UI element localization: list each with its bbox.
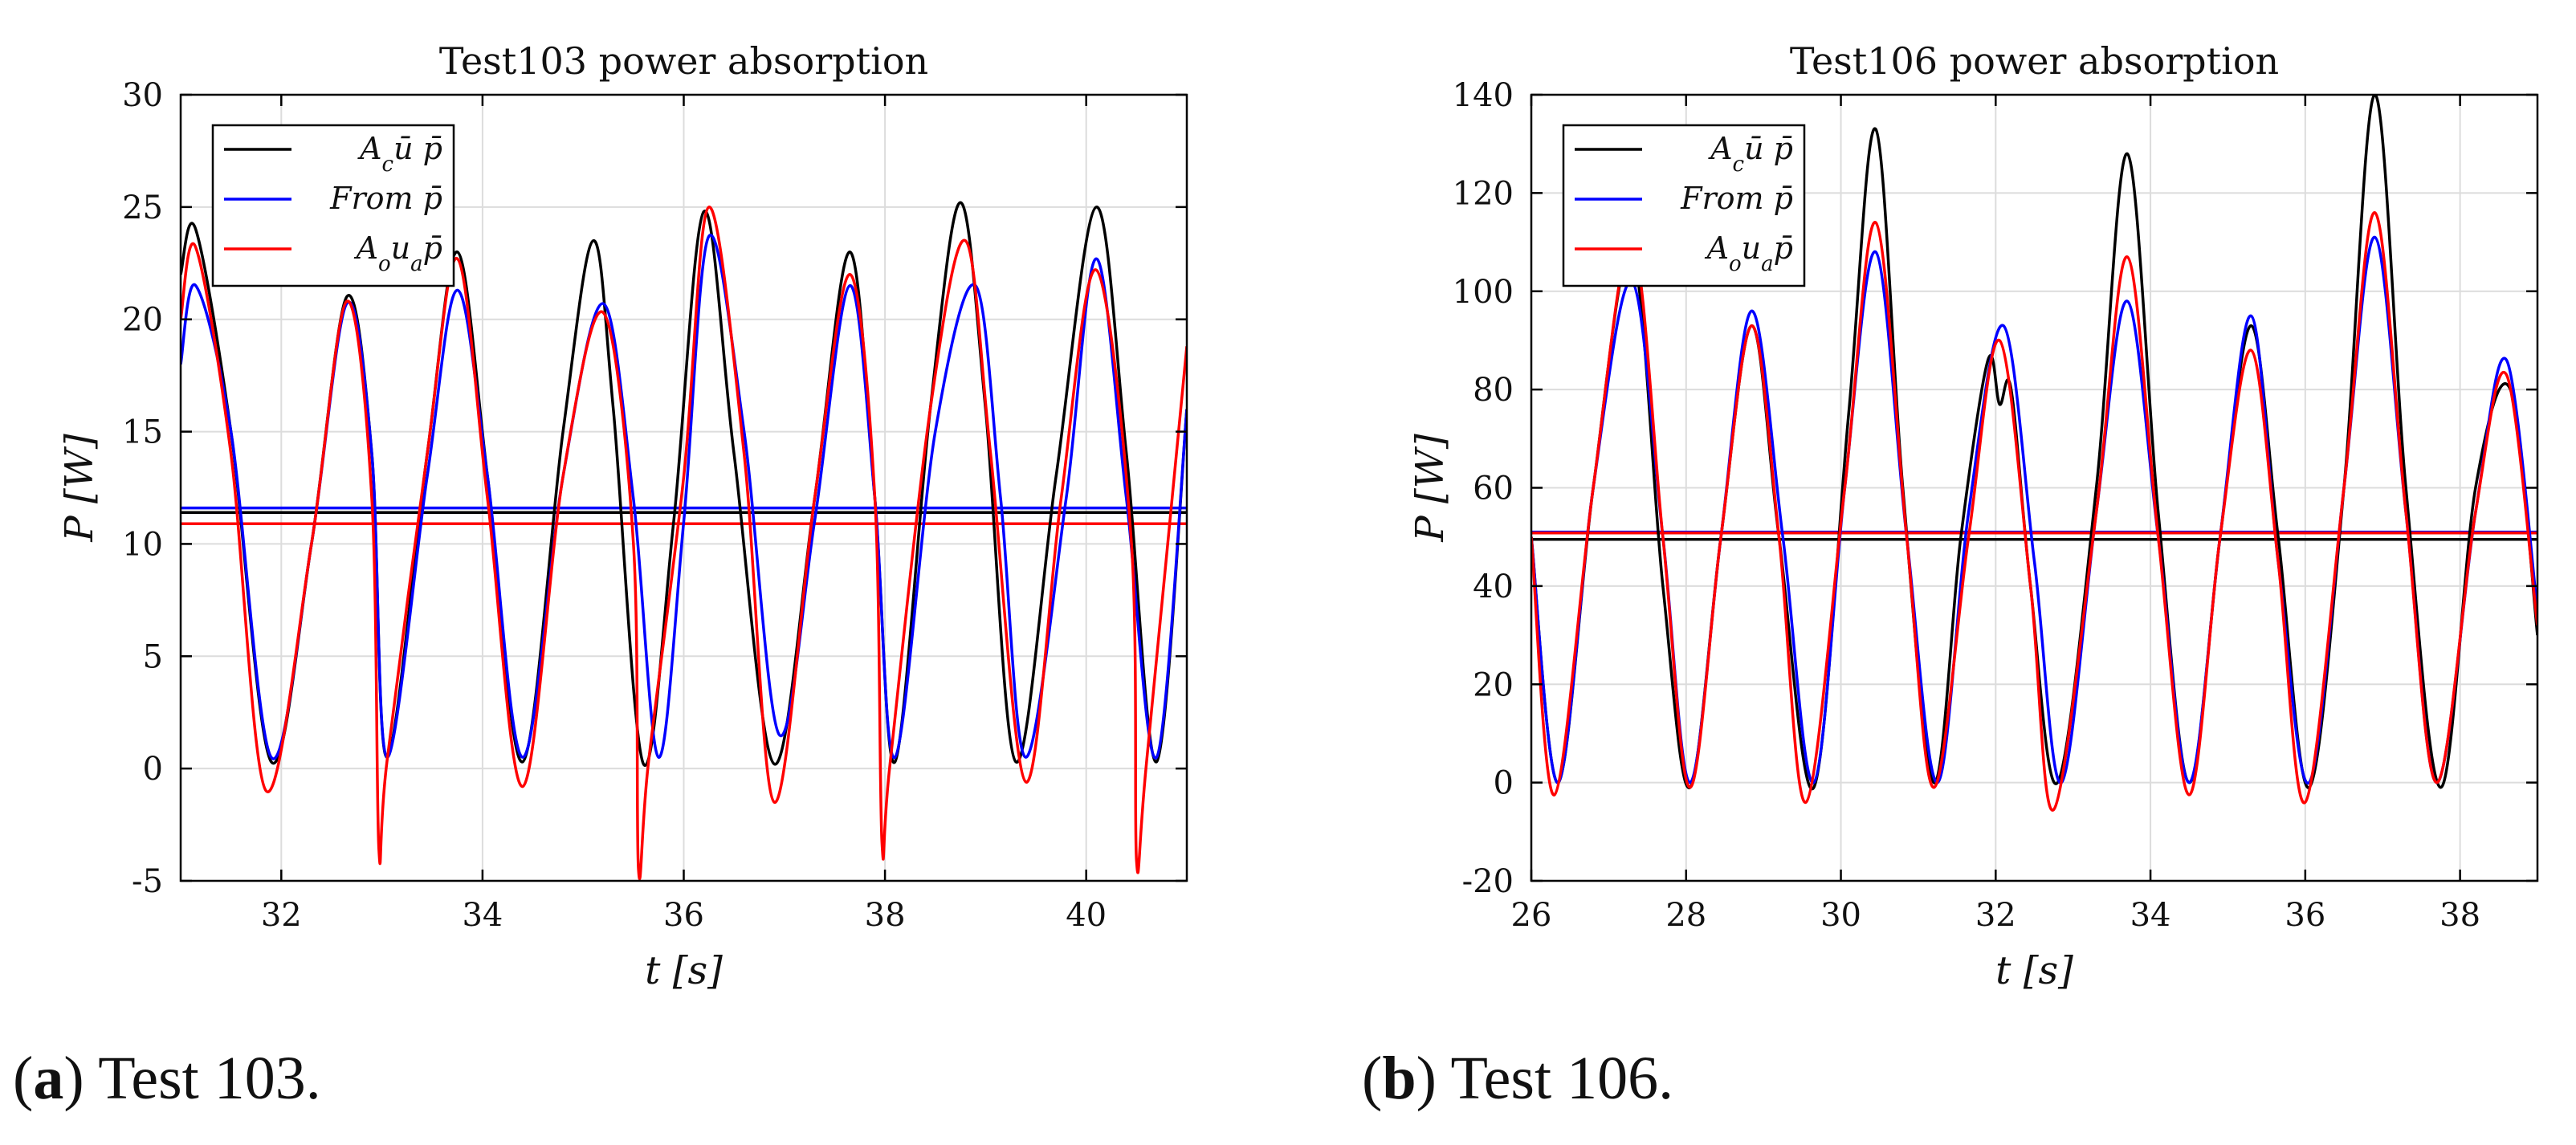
chart-a: 32 34 36 38 40 -5 0 5 10 15 20 25 30 Test103 power ab… bbox=[57, 39, 1188, 993]
y-tick-label: 30 bbox=[122, 77, 163, 114]
x-tick-label: 40 bbox=[1066, 897, 1107, 934]
y-tick-label: 140 bbox=[1453, 77, 1514, 114]
legend-label-1: From p̄ bbox=[329, 181, 442, 216]
chart-b: 26 28 30 32 34 36 38 -20 0 20 40 60 80 100 120 140 Test1… bbox=[1408, 39, 2539, 993]
y-tick-label: 40 bbox=[1473, 568, 1514, 605]
y-tick-label: 15 bbox=[122, 414, 163, 451]
x-tick-label: 34 bbox=[462, 897, 503, 934]
series-line-2 bbox=[1531, 211, 2537, 812]
y-tick-label: -5 bbox=[132, 863, 163, 900]
y-axis-label: P [W] bbox=[57, 434, 102, 543]
x-tick-label: 38 bbox=[865, 897, 906, 934]
x-axis-label: t [s] bbox=[1995, 948, 2073, 993]
legend-label-1: From p̄ bbox=[1680, 181, 1793, 216]
y-tick-label: 20 bbox=[1473, 666, 1514, 703]
x-tick-label: 34 bbox=[2130, 897, 2171, 934]
caption-a: (a) Test 103. bbox=[13, 1045, 321, 1112]
x-tick-label: 26 bbox=[1511, 897, 1552, 934]
y-tick-label: 5 bbox=[143, 638, 163, 675]
x-axis-label: t [s] bbox=[645, 948, 723, 993]
y-tick-label: 0 bbox=[143, 751, 163, 788]
y-axis-label: P [W] bbox=[1408, 434, 1453, 543]
y-tick-label: 0 bbox=[1494, 765, 1514, 802]
x-tick-label: 38 bbox=[2439, 897, 2480, 934]
x-tick-label: 32 bbox=[1975, 897, 2016, 934]
y-tick-label: 100 bbox=[1453, 274, 1514, 311]
legend bbox=[211, 124, 455, 287]
x-tick-label: 30 bbox=[1820, 897, 1861, 934]
x-tick-label: 32 bbox=[261, 897, 302, 934]
legend bbox=[1562, 124, 1806, 287]
series-line-1 bbox=[181, 233, 1187, 760]
y-tick-label: 20 bbox=[122, 302, 163, 339]
series-group bbox=[1531, 95, 2537, 812]
y-tick-label: 25 bbox=[122, 189, 163, 226]
x-tick-label: 36 bbox=[663, 897, 704, 934]
caption-b: (b) Test 106. bbox=[1362, 1045, 1674, 1112]
series-group bbox=[181, 201, 1187, 881]
chart-title: Test106 power absorption bbox=[1790, 39, 2279, 83]
legend-label-2: Aouap̄ bbox=[354, 230, 442, 276]
x-tick-label: 28 bbox=[1665, 897, 1706, 934]
y-tick-label: -20 bbox=[1462, 863, 1514, 900]
y-tick-label: 80 bbox=[1473, 372, 1514, 409]
y-tick-label: 10 bbox=[122, 526, 163, 563]
y-tick-label: 60 bbox=[1473, 471, 1514, 507]
chart-title: Test103 power absorption bbox=[439, 39, 928, 83]
x-tick-label: 36 bbox=[2285, 897, 2325, 934]
legend-label-2: Aouap̄ bbox=[1705, 230, 1793, 276]
legend-label-0: Acū p̄ bbox=[1708, 131, 1793, 177]
y-tick-label: 120 bbox=[1453, 175, 1514, 212]
legend-label-0: Acū p̄ bbox=[357, 131, 442, 177]
series-line-2 bbox=[181, 206, 1187, 881]
